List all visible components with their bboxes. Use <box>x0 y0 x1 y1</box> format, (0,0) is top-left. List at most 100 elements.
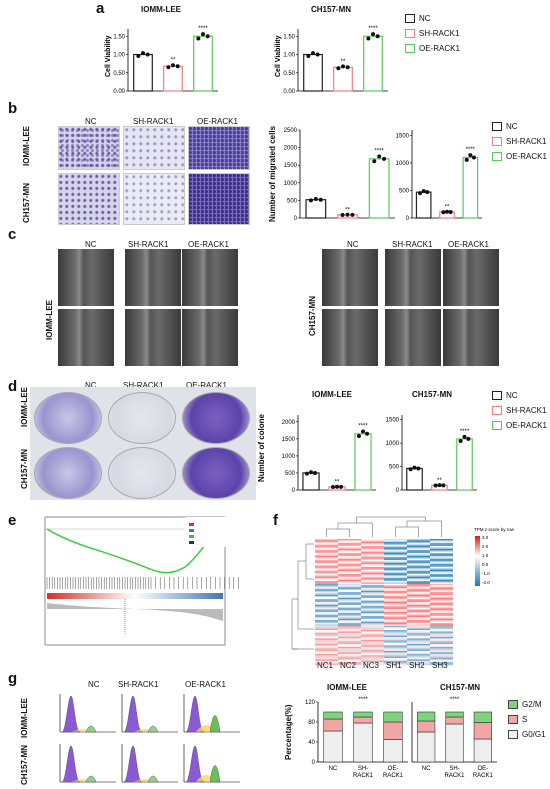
heatmap-cell <box>361 595 384 597</box>
wound-image-iomm-0-1 <box>125 249 181 306</box>
heatmap-cell <box>315 609 338 611</box>
legend-d-oe: OE-RACK1 <box>506 421 547 430</box>
heatmap-cell <box>407 575 430 577</box>
heatmap-cell <box>407 616 430 618</box>
heatmap-cell <box>361 639 384 642</box>
c-col-oe-left: OE-RACK1 <box>188 240 229 249</box>
heatmap-cell <box>361 623 384 625</box>
heatmap-column-label-sh1: SH1 <box>386 661 402 670</box>
heatmap-cell <box>338 589 361 591</box>
data-point <box>412 465 417 470</box>
significance-label: ** <box>171 58 176 64</box>
heatmap-cell <box>338 599 361 601</box>
heatmap-cell <box>430 560 453 562</box>
heatmap-cell <box>384 630 407 632</box>
heatmap-cell <box>338 568 361 570</box>
g-col-nc: NC <box>88 680 100 689</box>
heatmap-cell <box>338 638 361 640</box>
heatmap-cell <box>338 600 361 603</box>
heatmap-cell <box>407 564 430 566</box>
stack-g2m-nc <box>417 711 436 722</box>
heatmap-cell <box>315 613 338 615</box>
y-tick-label: 0 <box>312 760 316 766</box>
heatmap-cell <box>338 553 361 555</box>
bar-sh-rack1 <box>163 65 183 92</box>
heatmap-cell <box>407 613 430 615</box>
heatmap-cell <box>338 586 361 589</box>
heatmap-row-dendrogram <box>291 543 314 650</box>
heatmap-cell <box>338 621 361 624</box>
panel-label-a: a <box>96 0 105 17</box>
heatmap-column-label-nc2: NC2 <box>340 661 357 670</box>
heatmap-cell <box>338 560 361 562</box>
heatmap-cell <box>338 564 361 566</box>
legend-g-g0g1: G0/G1 <box>522 730 546 739</box>
heatmap-cell <box>361 607 384 610</box>
heatmap-cell <box>315 645 338 647</box>
d-row-label-2: CH157-MN <box>20 448 29 489</box>
heatmap-cell <box>407 561 430 563</box>
heatmap-cell <box>407 554 430 556</box>
heatmap-cell <box>361 603 384 605</box>
heatmap-cell <box>338 632 361 635</box>
heatmap-cell <box>407 588 430 590</box>
heatmap-cell <box>338 635 361 638</box>
heatmap-cell <box>384 561 407 563</box>
data-point <box>365 431 370 436</box>
heatmap-cell <box>384 572 407 575</box>
heatmap-cell <box>430 596 453 598</box>
heatmap-cell <box>361 630 384 632</box>
heatmap-cell <box>430 652 453 654</box>
heatmap-cell <box>384 569 407 572</box>
heatmap-cell <box>384 618 407 621</box>
heatmap-cell <box>315 565 338 568</box>
heatmap-cell <box>430 635 453 638</box>
heatmap-cell <box>361 579 384 582</box>
heatmap-cell <box>430 565 453 568</box>
heatmap-cell <box>384 550 407 552</box>
heatmap-cell <box>407 646 430 649</box>
heatmap-cell <box>384 628 407 631</box>
a-chart-left: 0.000.501.001.50******Cell Viability <box>105 26 218 95</box>
heatmap-cell <box>384 590 407 593</box>
heatmap-cell <box>315 564 338 566</box>
gsea-legend-swatch-4 <box>189 541 194 544</box>
heatmap-cell <box>361 602 384 604</box>
wound-image-iomm-1-0 <box>58 309 114 366</box>
transwell-iomm-oe <box>188 126 250 170</box>
g-title-left: IOMM-LEE <box>327 683 367 692</box>
bar-nc <box>406 467 423 491</box>
y-tick-label: 0 <box>396 488 400 494</box>
heatmap-cell <box>384 662 407 664</box>
heatmap-cell <box>407 600 430 603</box>
heatmap-cell <box>315 635 338 638</box>
heatmap-cell <box>315 606 338 608</box>
d-ylabel: Number of colone <box>257 413 266 482</box>
heatmap-cell <box>384 600 407 603</box>
heatmap-cell <box>384 635 407 638</box>
heatmap-cell <box>407 544 430 547</box>
gsea-ranked-bar <box>47 593 223 599</box>
heatmap-cell <box>315 655 338 657</box>
heatmap-cell <box>315 592 338 594</box>
c-col-sh-right: SH-RACK1 <box>392 240 433 249</box>
y-tick-label: 120 <box>305 700 316 706</box>
data-point <box>345 212 350 217</box>
heatmap-cell <box>430 543 453 545</box>
heatmap-f: TPM z-score by row 3.0 2.0 1.0 0.0 -1.0 -2.0 <box>291 516 515 666</box>
heatmap-cell <box>315 631 338 633</box>
heatmap-cell <box>315 618 338 621</box>
d-col-nc: NC <box>85 381 97 390</box>
heatmap-cell <box>407 628 430 631</box>
heatmap-cell <box>407 592 430 594</box>
heatmap-cell <box>384 540 407 542</box>
heatmap-cell <box>361 569 384 572</box>
heatmap-cell <box>338 630 361 632</box>
heatmap-cell <box>407 607 430 610</box>
heatmap-cell <box>361 632 384 635</box>
heatmap-cell <box>338 581 361 583</box>
y-tick-label: 1000 <box>386 441 400 447</box>
heatmap-cell <box>407 656 430 659</box>
heatmap-cell <box>407 604 430 607</box>
